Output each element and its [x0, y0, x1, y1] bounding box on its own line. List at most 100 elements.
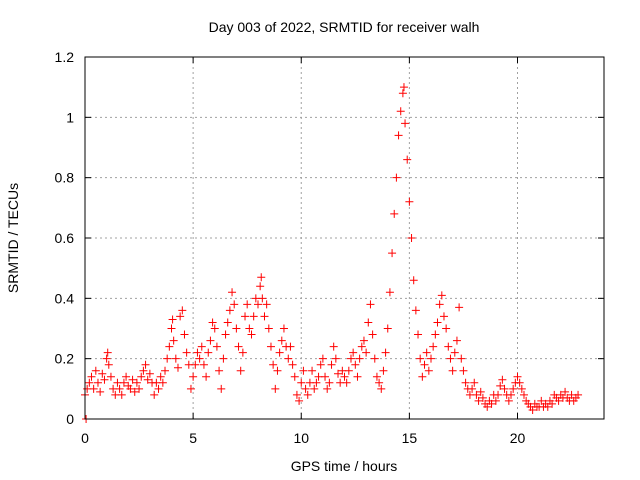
- data-point: [375, 378, 384, 387]
- data-point: [89, 384, 98, 393]
- data-point: [238, 348, 247, 357]
- data-point: [344, 366, 353, 375]
- data-point: [472, 390, 481, 399]
- data-point: [91, 366, 100, 375]
- data-point: [359, 336, 368, 345]
- data-point: [234, 342, 243, 351]
- data-point: [193, 348, 202, 357]
- data-point: [165, 342, 174, 351]
- data-point: [156, 372, 165, 381]
- data-point: [353, 372, 362, 381]
- data-point: [418, 372, 427, 381]
- data-point: [271, 384, 280, 393]
- data-point: [269, 360, 278, 369]
- data-point: [448, 366, 457, 375]
- data-point: [318, 354, 327, 363]
- data-point: [437, 291, 446, 300]
- data-point: [299, 366, 308, 375]
- data-point: [316, 360, 325, 369]
- data-point: [87, 372, 96, 381]
- data-point: [189, 372, 198, 381]
- data-point: [292, 390, 301, 399]
- x-tick-label: 5: [189, 430, 197, 446]
- data-point: [446, 354, 455, 363]
- data-point: [135, 384, 144, 393]
- data-point: [122, 372, 131, 381]
- data-point: [574, 390, 583, 399]
- data-point: [478, 393, 487, 402]
- data-point: [260, 312, 269, 321]
- data-point: [117, 390, 126, 399]
- data-point: [197, 342, 206, 351]
- data-point: [312, 378, 321, 387]
- data-point: [176, 312, 185, 321]
- data-point: [85, 378, 94, 387]
- chart-title: Day 003 of 2022, SRMTID for receiver wal…: [209, 19, 480, 35]
- data-point: [487, 399, 496, 408]
- data-point: [206, 336, 215, 345]
- data-point: [273, 366, 282, 375]
- data-point: [325, 378, 334, 387]
- data-point: [236, 366, 245, 375]
- data-point: [494, 390, 503, 399]
- data-point: [128, 375, 137, 384]
- data-point: [433, 318, 442, 327]
- data-point: [150, 390, 159, 399]
- data-point: [208, 318, 217, 327]
- data-point: [247, 330, 256, 339]
- data-point: [279, 324, 288, 333]
- data-point: [498, 375, 507, 384]
- data-point: [241, 312, 250, 321]
- data-point: [245, 324, 254, 333]
- data-point: [126, 384, 135, 393]
- data-point: [225, 306, 234, 315]
- data-point: [266, 342, 275, 351]
- data-point: [507, 390, 516, 399]
- data-point: [130, 387, 139, 396]
- data-point: [141, 360, 150, 369]
- data-point: [366, 300, 375, 309]
- data-point: [554, 396, 563, 405]
- data-point: [100, 375, 109, 384]
- data-point: [442, 324, 451, 333]
- data-point: [431, 330, 440, 339]
- data-point: [295, 396, 304, 405]
- data-point: [321, 372, 330, 381]
- data-point: [191, 360, 200, 369]
- data-point: [372, 372, 381, 381]
- data-point: [519, 390, 528, 399]
- data-point: [243, 300, 252, 309]
- data-point: [422, 348, 431, 357]
- data-point: [210, 324, 219, 333]
- data-point: [180, 330, 189, 339]
- data-point: [435, 300, 444, 309]
- y-tick-label: 0: [66, 411, 74, 427]
- data-point: [470, 378, 479, 387]
- data-point: [310, 384, 319, 393]
- data-point: [102, 354, 111, 363]
- data-point: [398, 89, 407, 98]
- data-point: [500, 384, 509, 393]
- data-point: [249, 312, 258, 321]
- data-point: [257, 273, 266, 282]
- data-point: [474, 396, 483, 405]
- data-point: [455, 303, 464, 312]
- data-point: [340, 372, 349, 381]
- data-point: [169, 336, 178, 345]
- data-point: [396, 107, 405, 116]
- y-tick-label: 0.4: [55, 290, 75, 306]
- data-point: [548, 399, 557, 408]
- data-point: [385, 288, 394, 297]
- data-point: [427, 354, 435, 363]
- data-point: [98, 369, 107, 378]
- data-point: [346, 354, 355, 363]
- data-point: [528, 405, 537, 414]
- data-point: [232, 324, 241, 333]
- data-point: [543, 402, 552, 411]
- data-point: [323, 384, 332, 393]
- data-point: [115, 384, 124, 393]
- data-point: [405, 197, 414, 206]
- data-point: [195, 354, 204, 363]
